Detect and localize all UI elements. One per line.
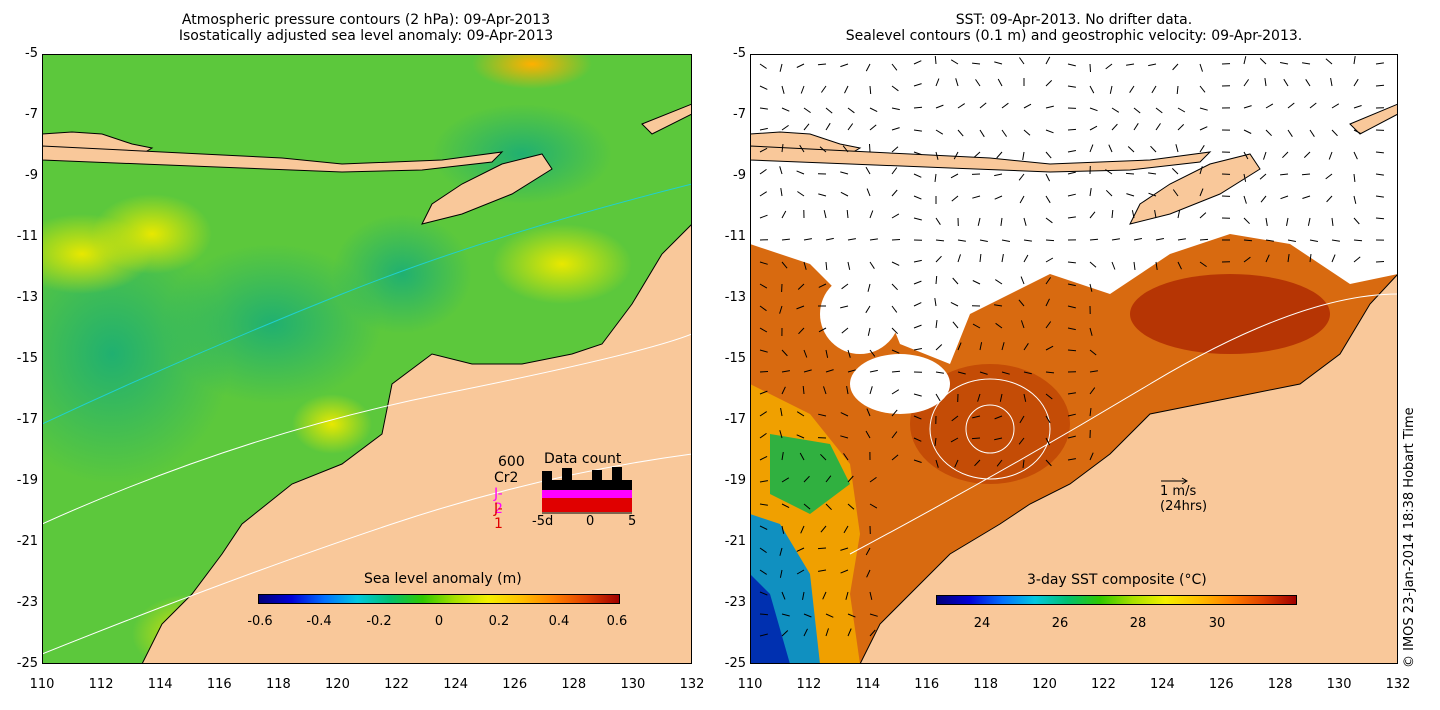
australia-landmass-sst xyxy=(859,273,1398,664)
lesser-sunda-islands-sst xyxy=(750,145,1212,173)
sla-colorbar xyxy=(258,594,620,604)
longitude-tick-label: 122 xyxy=(384,677,409,692)
sla-colorbar-tick: 0.2 xyxy=(488,614,510,629)
sst-colorbar-tick: 28 xyxy=(1129,616,1147,631)
imos-credit: © IMOS 23-Jan-2014 18:38 Hobart Time xyxy=(1402,407,1417,668)
vector-scale-arrow xyxy=(1161,477,1188,485)
sla-colorbar-title: Sea level anomaly (m) xyxy=(364,571,522,587)
sla-colorbar-tick: 0.4 xyxy=(548,614,570,629)
right-title-line2: Sealevel contours (0.1 m) and geostrophi… xyxy=(845,28,1303,44)
longitude-tick-label: 122 xyxy=(1091,677,1116,692)
vector-scale-label: 1 m/s (24hrs) xyxy=(1160,484,1207,514)
longitude-tick-label: 132 xyxy=(1385,677,1411,692)
latitude-tick-label: -7 xyxy=(733,107,746,122)
longitude-tick-label: 112 xyxy=(796,677,822,692)
pressure-contour xyxy=(42,333,692,525)
timor-island xyxy=(421,153,553,225)
latitude-tick-label: -13 xyxy=(724,290,746,305)
data-count-tick: -5d xyxy=(532,514,554,529)
data-count-tick: 5 xyxy=(628,514,637,529)
longitude-tick-label: 120 xyxy=(325,677,350,692)
latitude-tick-label: -15 xyxy=(16,351,38,366)
longitude-tick-label: 116 xyxy=(206,677,232,692)
longitude-tick-label: 132 xyxy=(679,677,705,692)
left-map-title: Atmospheric pressure contours (2 hPa): 0… xyxy=(40,12,692,44)
longitude-tick-label: 110 xyxy=(737,677,763,692)
tanimbar-island xyxy=(641,103,692,135)
longitude-tick-label: 114 xyxy=(855,677,881,692)
sla-colorbar-tick: 0.6 xyxy=(606,614,628,629)
longitude-tick-label: 126 xyxy=(502,677,528,692)
latitude-tick-label: -19 xyxy=(16,473,38,488)
sst-colorbar-title: 3-day SST composite (°C) xyxy=(1027,572,1207,588)
sea-level-anomaly-map xyxy=(42,54,692,664)
australia-landmass xyxy=(141,223,692,664)
latitude-tick-label: -19 xyxy=(724,473,746,488)
legend-j2: J-2 xyxy=(494,486,503,517)
longitude-tick-label: 128 xyxy=(561,677,587,692)
sla-colorbar-tick: 0 xyxy=(434,614,444,629)
legend-cr2: Cr2 xyxy=(494,470,519,486)
left-title-line1: Atmospheric pressure contours (2 hPa): 0… xyxy=(181,12,551,28)
lesser-sunda-islands xyxy=(42,145,504,173)
latitude-tick-label: -11 xyxy=(724,229,746,244)
longitude-tick-label: 124 xyxy=(443,677,469,692)
data-count-histogram xyxy=(542,467,632,514)
sla-colorbar-tick: -0.6 xyxy=(247,614,273,629)
data-count-tick: 0 xyxy=(586,514,595,529)
latitude-tick-label: -7 xyxy=(25,107,38,122)
latitude-tick-label: -5 xyxy=(733,46,746,61)
longitude-tick-label: 126 xyxy=(1208,677,1234,692)
sst-map-svg xyxy=(750,54,1398,664)
longitude-tick-label: 112 xyxy=(88,677,114,692)
geostrophic-velocity-vectors xyxy=(759,55,1385,637)
longitude-tick-label: 130 xyxy=(620,677,646,692)
sst-colorbar-tick: 24 xyxy=(973,616,991,631)
sst-colorbar-tick: 26 xyxy=(1051,616,1069,631)
latitude-tick-label: -21 xyxy=(16,534,38,549)
longitude-tick-label: 118 xyxy=(973,677,999,692)
latitude-tick-label: -25 xyxy=(724,656,746,671)
left-title-line2: Isostatically adjusted sea level anomaly… xyxy=(178,28,554,44)
sst-colorbar-tick: 30 xyxy=(1208,616,1226,631)
latitude-tick-label: -23 xyxy=(16,595,38,610)
latitude-tick-label: -15 xyxy=(724,351,746,366)
latitude-tick-label: -17 xyxy=(724,412,746,427)
sla-map-svg xyxy=(42,54,692,664)
sla-colorbar-tick: -0.4 xyxy=(306,614,332,629)
latitude-tick-label: -9 xyxy=(733,168,746,183)
sst-colorbar xyxy=(936,595,1297,605)
vector-scale-line1: 1 m/s xyxy=(1160,484,1197,499)
pressure-contour xyxy=(42,183,692,425)
timor-island-sst xyxy=(1129,153,1261,225)
longitude-tick-label: 120 xyxy=(1032,677,1057,692)
right-map-title: SST: 09-Apr-2013. No drifter data. Seale… xyxy=(750,12,1398,44)
latitude-tick-label: -5 xyxy=(25,46,38,61)
longitude-tick-label: 114 xyxy=(147,677,173,692)
latitude-tick-label: -17 xyxy=(16,412,38,427)
latitude-tick-label: -13 xyxy=(16,290,38,305)
latitude-tick-label: -21 xyxy=(724,534,746,549)
latitude-tick-label: -9 xyxy=(25,168,38,183)
data-count-title: Data count xyxy=(544,451,622,467)
legend-count-head: 600 xyxy=(498,454,525,470)
sst-map xyxy=(750,54,1398,664)
longitude-tick-label: 124 xyxy=(1149,677,1175,692)
sla-colorbar-tick: -0.2 xyxy=(366,614,392,629)
longitude-tick-label: 116 xyxy=(914,677,940,692)
legend-j1: J-1 xyxy=(494,501,503,532)
longitude-tick-label: 110 xyxy=(29,677,55,692)
latitude-tick-label: -11 xyxy=(16,229,38,244)
right-title-line1: SST: 09-Apr-2013. No drifter data. xyxy=(955,12,1193,28)
latitude-tick-label: -25 xyxy=(16,656,38,671)
longitude-tick-label: 130 xyxy=(1326,677,1352,692)
longitude-tick-label: 128 xyxy=(1267,677,1293,692)
latitude-tick-label: -23 xyxy=(724,595,746,610)
longitude-tick-label: 118 xyxy=(265,677,291,692)
vector-scale-line2: (24hrs) xyxy=(1160,499,1208,514)
